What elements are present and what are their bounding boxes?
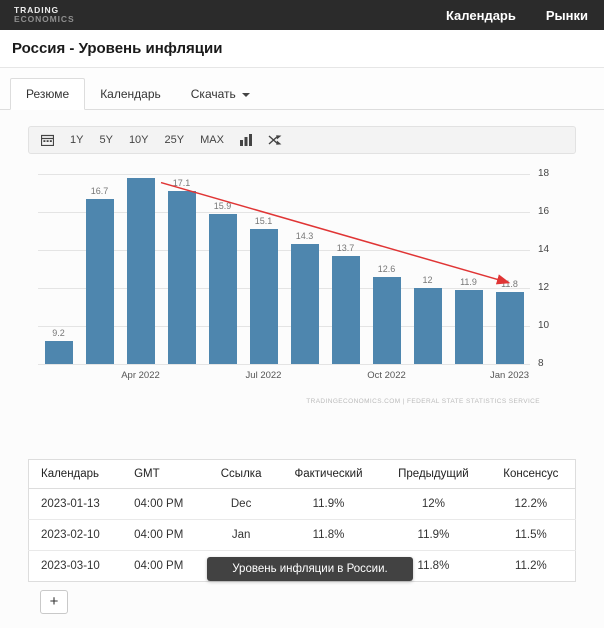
bar-value-label: 16.7 xyxy=(90,185,109,196)
nav-item-calendar[interactable]: Календарь xyxy=(445,7,516,23)
bar-value-label: 11.8 xyxy=(501,278,518,289)
bar-value-label: 9.2 xyxy=(52,328,65,339)
column-header: Консенсус xyxy=(486,459,576,489)
bar-value-label: 15.1 xyxy=(254,216,273,227)
logo-line-2: ECONOMICS xyxy=(14,14,75,24)
page-title: Россия - Уровень инфляции xyxy=(12,40,223,57)
table-body: 2023-01-13 04:00 PM Dec 11.9% 12% 12.2% 2023-0… xyxy=(28,488,576,582)
range-button-1y[interactable]: 1Y xyxy=(70,134,84,146)
inflation-bar[interactable] xyxy=(126,177,155,364)
x-axis-tick: Jan 2023 xyxy=(489,370,530,381)
inflation-bar[interactable] xyxy=(44,341,73,364)
bar-value-label: 14.3 xyxy=(295,231,314,242)
tab-summary[interactable]: Резюме xyxy=(10,78,86,110)
inflation-bar[interactable] xyxy=(331,255,360,364)
table-row: 2023-02-10 04:00 PM Jan 11.8% 11.9% 11.5% xyxy=(28,519,576,551)
table-cell: 2023-03-10 xyxy=(28,550,125,582)
gridline xyxy=(38,326,530,327)
chart-area: 9.2 16.7 17.1 15.9 15.1 14.3 13.7 12.6 12 11.9 11.… xyxy=(28,154,576,405)
y-axis-tick: 14 xyxy=(538,244,550,255)
inflation-bar[interactable] xyxy=(495,291,524,364)
add-button[interactable]: + xyxy=(40,590,68,614)
table-cell: 11.2% xyxy=(486,550,576,582)
compare-icon[interactable] xyxy=(268,134,282,146)
chart-plot: 9.2 16.7 17.1 15.9 15.1 14.3 13.7 12.6 12 11.9 11.… xyxy=(38,174,530,365)
range-button-max[interactable]: MAX xyxy=(200,134,224,146)
bar-value-label: 17.1 xyxy=(172,178,191,189)
y-axis-tick: 10 xyxy=(538,320,550,331)
table-cell: 11.8% xyxy=(276,519,381,551)
column-header: Фактический xyxy=(276,459,381,489)
y-axis: 8 10 12 14 16 18 xyxy=(538,168,574,369)
bar-value-label: 13.7 xyxy=(336,242,355,253)
logo-line-1: TRADING xyxy=(14,4,60,15)
chart-section: 1Y 5Y 10Y 25Y MAX 9.2 16.7 17.1 15.9 15.1 14.3 13.… xyxy=(28,126,576,405)
calendar-icon[interactable] xyxy=(41,134,54,146)
y-axis-tick: 12 xyxy=(538,282,550,293)
inflation-bar[interactable] xyxy=(413,288,442,364)
table-cell: 11.9% xyxy=(276,488,381,520)
column-header: Ссылка xyxy=(205,459,277,489)
bar-chart-icon[interactable] xyxy=(239,134,252,146)
x-axis: Apr 2022 Jul 2022 Oct 2022 Jan 2023 xyxy=(38,370,530,386)
range-button-25y[interactable]: 25Y xyxy=(164,134,185,146)
y-axis-tick: 16 xyxy=(538,206,550,217)
x-axis-tick: Oct 2022 xyxy=(367,370,406,381)
x-axis-tick: Jul 2022 xyxy=(245,370,282,381)
chart-watermark: TRADINGECONOMICS.COM | FEDERAL STATE STA… xyxy=(306,398,540,405)
table-cell: 12% xyxy=(380,488,487,520)
table-cell: 2023-01-13 xyxy=(28,488,125,520)
inflation-bar[interactable] xyxy=(372,276,401,364)
bar-value-label: 15.9 xyxy=(213,200,232,211)
x-axis-tick: Apr 2022 xyxy=(121,370,160,381)
table-cell: 11.9% xyxy=(380,519,487,551)
range-button-10y[interactable]: 10Y xyxy=(128,134,149,146)
inflation-bar[interactable] xyxy=(290,244,319,364)
table-cell: Jan xyxy=(205,519,277,551)
gridline xyxy=(38,288,530,289)
table-cell: 04:00 PM xyxy=(124,488,206,520)
gridline xyxy=(38,364,530,365)
bar-value-label: 12.6 xyxy=(377,263,396,274)
caret-down-icon xyxy=(241,92,250,97)
inflation-bar[interactable] xyxy=(208,213,237,364)
nav-item-markets[interactable]: Рынки xyxy=(545,7,588,23)
table-cell: 11.5% xyxy=(486,519,576,551)
chart-toolbar: 1Y 5Y 10Y 25Y MAX xyxy=(28,126,576,154)
inflation-bar[interactable] xyxy=(249,229,278,364)
tab-bar: Резюме Календарь Скачать xyxy=(0,68,604,110)
column-header: Предыдущий xyxy=(380,459,487,489)
y-axis-tick: 18 xyxy=(538,168,550,179)
column-header: GMT xyxy=(124,459,206,489)
tab-calendar[interactable]: Календарь xyxy=(100,87,161,101)
column-header: Календарь xyxy=(28,459,125,489)
table-cell: 2023-02-10 xyxy=(28,519,125,551)
calendar-table: Календарь GMT Ссылка Фактический Предыдущий К… xyxy=(28,459,576,582)
table-cell: 04:00 PM xyxy=(124,550,206,582)
table-cell: 04:00 PM xyxy=(124,519,206,551)
calendar-table-section: Календарь GMT Ссылка Фактический Предыдущий К… xyxy=(28,459,576,614)
y-axis-tick: 8 xyxy=(538,358,544,369)
top-header: TRADING ECONOMICS Календарь Рынки xyxy=(0,0,604,30)
inflation-bar[interactable] xyxy=(85,198,114,364)
table-row: 2023-01-13 04:00 PM Dec 11.9% 12% 12.2% xyxy=(28,488,576,520)
trading-economics-logo[interactable]: TRADING ECONOMICS xyxy=(14,4,75,25)
tooltip: Уровень инфляции в России. xyxy=(207,557,413,581)
range-button-5y[interactable]: 5Y xyxy=(99,134,113,146)
bar-value-label: 11.9 xyxy=(460,276,477,287)
tooltip-text: Уровень инфляции в России. xyxy=(232,563,388,575)
inflation-bar[interactable] xyxy=(167,191,196,364)
tab-download[interactable]: Скачать xyxy=(176,79,265,109)
title-bar: Россия - Уровень инфляции xyxy=(0,30,604,68)
gridline xyxy=(38,174,530,175)
bar-value-label: 12 xyxy=(422,275,433,285)
range-selector: 1Y 5Y 10Y 25Y MAX xyxy=(70,134,224,146)
header-nav: Календарь Рынки xyxy=(446,8,590,23)
table-cell: 12.2% xyxy=(486,488,576,520)
inflation-bar[interactable] xyxy=(454,289,483,364)
table-header-row: Календарь GMT Ссылка Фактический Предыдущий К… xyxy=(28,459,576,489)
table-cell: Dec xyxy=(205,488,277,520)
